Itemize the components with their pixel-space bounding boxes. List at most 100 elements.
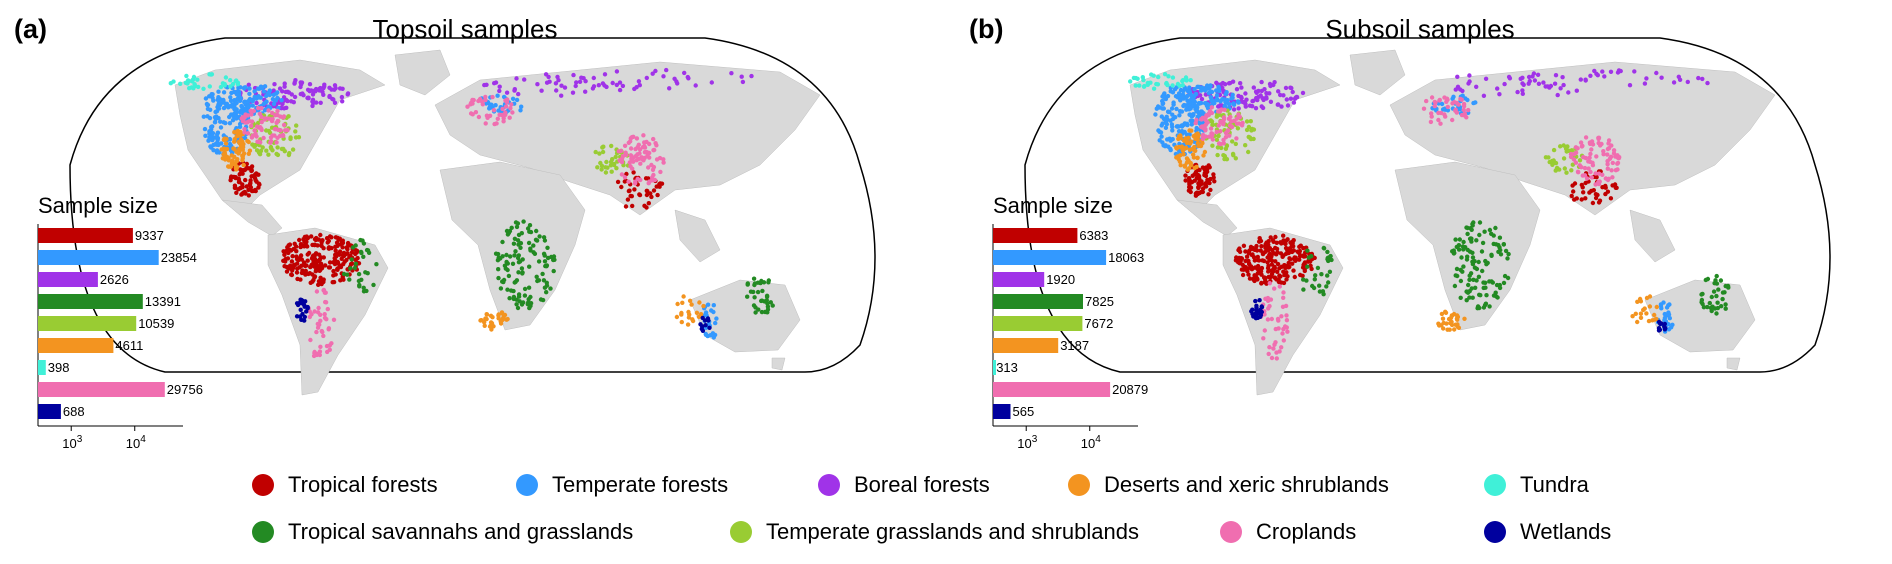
sample-point — [1325, 273, 1330, 278]
sample-point — [297, 237, 302, 243]
sample-point — [508, 106, 513, 111]
sample-point — [745, 281, 750, 286]
sample-point — [1489, 252, 1494, 257]
sample-point — [309, 312, 314, 317]
sample-point — [224, 101, 230, 107]
sample-point — [1236, 93, 1241, 99]
bar-value-label: 4611 — [115, 338, 143, 353]
sample-point — [514, 297, 519, 302]
sample-point — [596, 83, 601, 88]
wetlands-dot — [1484, 521, 1506, 543]
sample-point — [658, 169, 663, 175]
sample-point — [520, 271, 525, 276]
sample-point — [1613, 168, 1619, 173]
sample-point — [1281, 233, 1286, 238]
sample-point — [1593, 195, 1599, 201]
sample-point — [522, 293, 528, 298]
sample-point — [701, 303, 706, 309]
sample-point — [209, 134, 215, 139]
sample-point — [246, 193, 251, 198]
sample-point — [1178, 133, 1183, 138]
sample-point — [519, 231, 524, 236]
sample-point — [1466, 282, 1471, 288]
sample-point — [1246, 272, 1251, 277]
sample-point — [1162, 91, 1167, 96]
sample-point — [281, 122, 287, 128]
bar-deserts-and-xeric-shrublands — [38, 338, 114, 353]
sample-point — [654, 157, 660, 162]
sample-point — [259, 106, 264, 111]
sample-point — [1159, 114, 1164, 119]
sample-point — [484, 82, 489, 88]
sample-point — [496, 312, 501, 317]
sample-point — [321, 333, 326, 339]
sample-point — [749, 73, 754, 79]
sample-point — [610, 80, 615, 86]
sample-point — [240, 158, 245, 163]
sample-point — [711, 303, 716, 308]
sample-point — [1652, 317, 1658, 322]
sample-point — [353, 257, 358, 263]
sample-point — [1235, 126, 1241, 131]
sample-point — [629, 135, 635, 140]
sample-point — [514, 224, 520, 230]
sample-point — [1590, 142, 1596, 147]
sample-point — [498, 286, 504, 291]
sample-point — [1481, 305, 1487, 310]
sample-point — [1723, 283, 1728, 289]
sample-point — [501, 119, 506, 124]
sample-point — [713, 320, 718, 326]
sample-point — [1579, 182, 1584, 188]
sample-point — [1459, 255, 1464, 260]
sample-point — [1325, 249, 1330, 255]
sample-point — [651, 148, 656, 153]
sample-point — [597, 151, 602, 156]
sample-point — [526, 240, 532, 246]
sample-point — [1613, 185, 1618, 190]
sample-point — [221, 105, 227, 111]
sample-point — [323, 300, 329, 305]
legend-label: Deserts and xeric shrublands — [1104, 472, 1389, 497]
sample-point — [574, 80, 579, 85]
sample-point — [653, 141, 658, 146]
sample-point — [1432, 99, 1437, 105]
sample-point — [493, 103, 498, 108]
sample-point — [207, 84, 212, 89]
sample-point — [1253, 274, 1258, 279]
sample-point — [238, 185, 243, 191]
sample-point — [479, 318, 484, 323]
sample-point — [312, 309, 317, 314]
sample-point — [228, 78, 233, 83]
sample-point — [765, 301, 770, 306]
sample-point — [240, 110, 245, 115]
sample-point — [687, 298, 693, 303]
sample-point — [1211, 172, 1216, 177]
sample-point — [215, 104, 220, 110]
sample-point — [243, 177, 248, 183]
sample-point — [484, 312, 490, 317]
sample-point — [1638, 311, 1644, 316]
sample-point — [239, 104, 245, 110]
sample-point — [1677, 77, 1683, 83]
sample-point — [1520, 88, 1525, 93]
sample-point — [531, 243, 536, 248]
bar-value-label: 7672 — [1084, 316, 1113, 331]
sample-point — [236, 92, 242, 97]
sample-point — [1243, 249, 1248, 254]
sample-point — [1568, 151, 1574, 157]
sample-point — [1215, 152, 1220, 158]
sample-point — [497, 112, 502, 118]
sample-point — [1452, 100, 1457, 105]
sample-point — [1192, 87, 1197, 92]
sample-point — [698, 322, 703, 327]
sample-point — [1223, 99, 1228, 105]
sample-point — [657, 181, 662, 187]
sample-point — [1574, 88, 1579, 93]
sample-point — [697, 300, 702, 305]
croplands-dot — [1220, 521, 1242, 543]
sample-point — [1262, 328, 1267, 333]
sample-point — [1168, 146, 1173, 152]
sample-point — [1193, 148, 1198, 153]
sample-point — [321, 279, 326, 285]
sample-point — [1644, 295, 1650, 301]
